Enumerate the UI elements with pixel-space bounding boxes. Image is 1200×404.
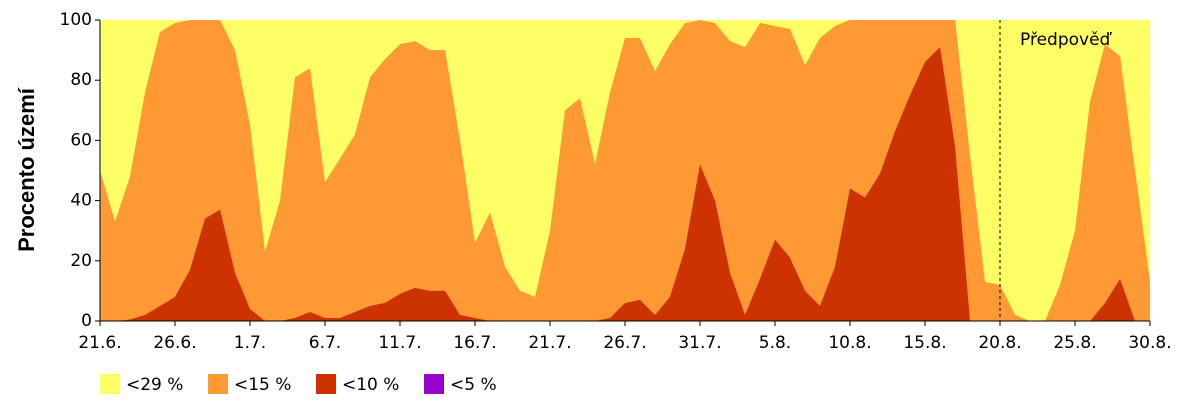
y-tick-label: 0: [81, 311, 92, 331]
y-axis-label: Procento území: [14, 87, 39, 252]
legend-label: <5 %: [450, 375, 497, 395]
legend-swatch: [316, 374, 336, 394]
x-tick-label: 26.6.: [153, 333, 196, 353]
x-tick-label: 5.8.: [759, 333, 791, 353]
y-tick-label: 40: [70, 191, 92, 211]
legend-label: <10 %: [342, 375, 399, 395]
y-tick-label: 80: [70, 70, 92, 90]
x-tick-label: 1.7.: [234, 333, 266, 353]
x-tick-label: 16.7.: [453, 333, 496, 353]
x-tick-label: 10.8.: [828, 333, 871, 353]
x-tick-label: 11.7.: [378, 333, 421, 353]
x-tick-label: 21.6.: [78, 333, 121, 353]
x-tick-label: 25.8.: [1053, 333, 1096, 353]
x-tick-label: 20.8.: [978, 333, 1021, 353]
area: [100, 47, 1150, 322]
legend-swatch: [100, 374, 120, 394]
x-tick-label: 31.7.: [678, 333, 721, 353]
legend-swatch: [424, 374, 444, 394]
legend-swatch: [208, 374, 228, 394]
annotation: Předpověď: [1020, 30, 1113, 50]
legend-label: <29 %: [126, 375, 183, 395]
x-tick-label: 15.8.: [903, 333, 946, 353]
legend-label: <15 %: [234, 375, 291, 395]
x-tick-label: 30.8.: [1128, 333, 1171, 353]
y-tick-label: 60: [70, 130, 92, 150]
y-tick-label: 20: [70, 251, 92, 271]
y-tick-label: 100: [60, 10, 92, 30]
x-tick-label: 21.7.: [528, 333, 571, 353]
x-tick-label: 26.7.: [603, 333, 646, 353]
x-tick-label: 6.7.: [309, 333, 341, 353]
